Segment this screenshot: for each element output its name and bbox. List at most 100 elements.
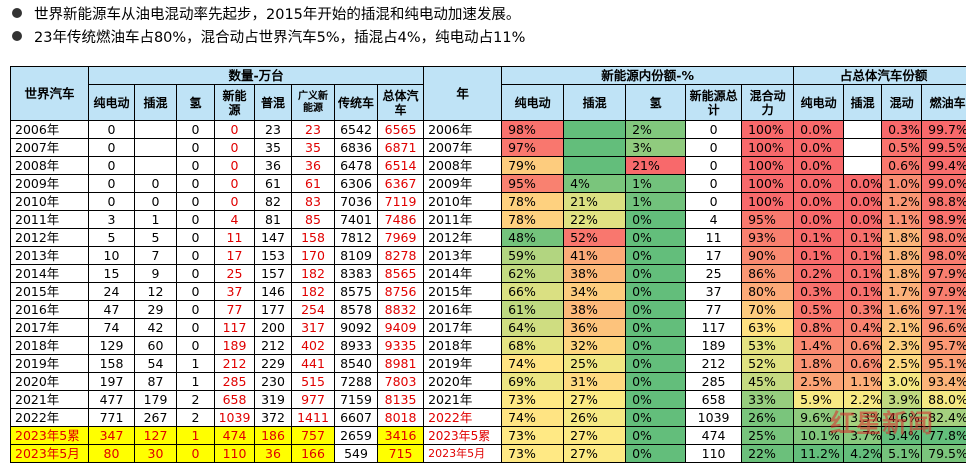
cell-share: 1% bbox=[625, 174, 687, 193]
cell-quantity: 0 bbox=[176, 228, 215, 247]
cell-quantity: 166 bbox=[291, 444, 335, 463]
bullet-text: 23年传统燃油车占80%，混合动占世界汽车5%，插混占4%，纯电动占11% bbox=[34, 30, 526, 46]
cell-share: 38% bbox=[563, 300, 627, 319]
cell-quantity: 347 bbox=[88, 426, 135, 445]
cell-share: 66% bbox=[501, 282, 565, 301]
cell-quantity: 0 bbox=[176, 318, 215, 337]
cell-year: 2016年 bbox=[10, 300, 89, 319]
table-row: 2009年 0 0 0 0 61 61 6306 6367 2009年 95% 4% 1% 0 100% 0.… bbox=[10, 174, 966, 193]
cell-share: 658 bbox=[685, 390, 743, 409]
cell-quantity: 12 bbox=[134, 282, 177, 301]
cell-quantity: 6306 bbox=[334, 174, 378, 193]
cell-share: 34% bbox=[563, 282, 627, 301]
cell-quantity: 2 bbox=[176, 390, 215, 409]
cell-total: 0.1% bbox=[843, 264, 883, 283]
cell-total: 2.5% bbox=[881, 354, 923, 373]
cell-share: 95% bbox=[741, 210, 795, 229]
cell-total: 4.6% bbox=[881, 408, 923, 427]
cell-share: 33% bbox=[741, 390, 795, 409]
cell-quantity: 7036 bbox=[334, 192, 378, 211]
cell-total: 3.7% bbox=[843, 426, 883, 445]
cell-total: 0.3% bbox=[793, 282, 845, 301]
cell-quantity: 8278 bbox=[376, 246, 425, 265]
cell-quantity: 10 bbox=[88, 246, 135, 265]
cell-share bbox=[563, 138, 627, 157]
world-car-table: 世界汽车 数量-万台 年 新能源内份额-% 占总体汽车份额 纯电动 插混氢新能源普… bbox=[10, 66, 966, 463]
cell-total: 0.0% bbox=[793, 156, 845, 175]
cell-share: 117 bbox=[685, 318, 743, 337]
cell-share: 212 bbox=[685, 354, 743, 373]
cell-quantity: 0 bbox=[176, 210, 215, 229]
cell-quantity: 17 bbox=[214, 246, 255, 265]
cell-quantity: 9335 bbox=[376, 336, 425, 355]
cell-total: 98.8% bbox=[921, 192, 966, 211]
cell-share: 27% bbox=[563, 444, 627, 463]
cell-total: 3.3% bbox=[843, 408, 883, 427]
cell-quantity: 35 bbox=[254, 138, 292, 157]
header-qty-col: 纯电动 bbox=[88, 84, 135, 121]
cell-total: 0.5% bbox=[881, 138, 923, 157]
cell-quantity: 158 bbox=[291, 228, 335, 247]
table-row: 2016年 47 29 0 77 177 254 8578 8832 2016年 61% 38% 0% 7… bbox=[10, 300, 966, 319]
cell-quantity: 7159 bbox=[334, 390, 378, 409]
cell-quantity: 212 bbox=[254, 336, 292, 355]
cell-quantity: 319 bbox=[254, 390, 292, 409]
cell-total: 10.1% bbox=[793, 426, 845, 445]
bullet-item: 世界新能源车从油电混动率先起步，2015年开始的插混和纯电动加速发展。 bbox=[12, 4, 525, 27]
cell-year: 2023年5月 bbox=[423, 444, 503, 463]
cell-share: 22% bbox=[563, 210, 627, 229]
cell-total: 97.9% bbox=[921, 264, 966, 283]
cell-quantity: 5 bbox=[134, 228, 177, 247]
cell-quantity: 127 bbox=[134, 426, 177, 445]
cell-share: 100% bbox=[741, 192, 795, 211]
cell-share: 0 bbox=[685, 120, 743, 139]
cell-total: 96.6% bbox=[921, 318, 966, 337]
cell-quantity: 197 bbox=[88, 372, 135, 391]
cell-quantity: 35 bbox=[291, 138, 335, 157]
cell-share: 64% bbox=[501, 318, 565, 337]
cell-share: 4% bbox=[563, 174, 627, 193]
cell-quantity: 0 bbox=[88, 138, 135, 157]
cell-quantity: 6514 bbox=[376, 156, 425, 175]
cell-quantity: 8981 bbox=[376, 354, 425, 373]
cell-total: 1.2% bbox=[881, 192, 923, 211]
cell-total: 1.8% bbox=[793, 354, 845, 373]
cell-total: 3.0% bbox=[881, 372, 923, 391]
cell-share: 100% bbox=[741, 156, 795, 175]
cell-quantity: 3 bbox=[88, 210, 135, 229]
cell-share: 73% bbox=[501, 426, 565, 445]
table-row: 2023年5累 347 127 1 474 186 757 2659 3416 2023年5累 73… bbox=[10, 426, 966, 445]
cell-quantity: 9092 bbox=[334, 318, 378, 337]
cell-quantity: 0 bbox=[176, 336, 215, 355]
header-share-col: 插混 bbox=[563, 84, 627, 121]
cell-share: 25% bbox=[563, 354, 627, 373]
cell-quantity: 0 bbox=[176, 156, 215, 175]
cell-share: 36% bbox=[563, 318, 627, 337]
cell-share: 22% bbox=[741, 444, 795, 463]
cell-quantity: 230 bbox=[254, 372, 292, 391]
cell-quantity: 74 bbox=[88, 318, 135, 337]
cell-share: 48% bbox=[501, 228, 565, 247]
cell-share: 110 bbox=[685, 444, 743, 463]
header-qty-col: 普混 bbox=[254, 84, 292, 121]
cell-total: 1.6% bbox=[881, 300, 923, 319]
cell-total: 99.7% bbox=[921, 120, 966, 139]
cell-share: 32% bbox=[563, 336, 627, 355]
table-row: 2015年 24 12 0 37 146 182 8575 8756 2015年 66% 34% 0% 3… bbox=[10, 282, 966, 301]
cell-quantity: 7401 bbox=[334, 210, 378, 229]
cell-quantity: 36 bbox=[254, 156, 292, 175]
cell-share: 63% bbox=[741, 318, 795, 337]
cell-year: 2007年 bbox=[423, 138, 503, 157]
cell-share: 0 bbox=[685, 138, 743, 157]
cell-quantity: 477 bbox=[88, 390, 135, 409]
cell-total: 0.0% bbox=[793, 210, 845, 229]
cell-total: 0.1% bbox=[843, 282, 883, 301]
cell-share: 21% bbox=[625, 156, 687, 175]
cell-share: 95% bbox=[501, 174, 565, 193]
cell-share: 86% bbox=[741, 264, 795, 283]
cell-share: 2% bbox=[625, 120, 687, 139]
cell-total: 97.9% bbox=[921, 282, 966, 301]
header-share-col: 纯电动 bbox=[501, 84, 565, 121]
cell-total: 0.5% bbox=[793, 300, 845, 319]
cell-quantity: 36 bbox=[254, 444, 292, 463]
